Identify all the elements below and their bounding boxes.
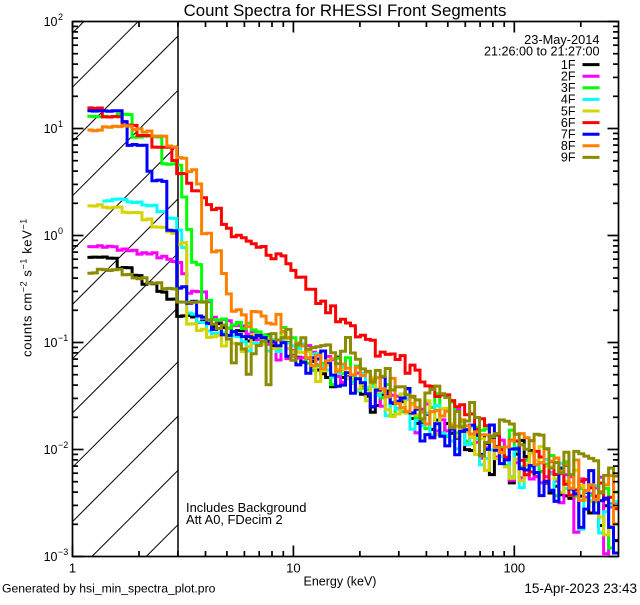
- svg-text:2F: 2F: [561, 70, 576, 84]
- svg-text:Att A0, FDecim 2: Att A0, FDecim 2: [186, 512, 283, 527]
- svg-text:Generated by hsi_min_spectra_p: Generated by hsi_min_spectra_plot.pro: [2, 582, 216, 596]
- svg-text:Count Spectra for RHESSI Front: Count Spectra for RHESSI Front Segments: [184, 1, 507, 20]
- svg-text:0: 0: [58, 226, 63, 236]
- svg-text:9F: 9F: [561, 151, 576, 165]
- svg-text:10: 10: [44, 122, 58, 136]
- svg-text:21:26:00 to 21:27:00: 21:26:00 to 21:27:00: [484, 45, 600, 59]
- svg-text:10: 10: [44, 15, 58, 29]
- svg-text:15-Apr-2023 23:43: 15-Apr-2023 23:43: [524, 581, 637, 596]
- svg-text:6F: 6F: [561, 116, 576, 130]
- svg-text:Energy (keV): Energy (keV): [304, 575, 377, 589]
- svg-text:1: 1: [58, 119, 63, 129]
- svg-text:counts cm−2 s−1 keV−1: counts cm−2 s−1 keV−1: [19, 218, 35, 357]
- svg-text:10: 10: [44, 443, 58, 457]
- svg-text:−3: −3: [58, 547, 68, 557]
- svg-text:100: 100: [503, 561, 525, 576]
- svg-text:1: 1: [69, 561, 76, 576]
- svg-text:4F: 4F: [561, 93, 576, 107]
- svg-text:−2: −2: [58, 440, 68, 450]
- svg-text:10: 10: [286, 561, 300, 576]
- svg-text:23-May-2014: 23-May-2014: [524, 32, 599, 47]
- svg-text:5F: 5F: [561, 104, 576, 118]
- svg-text:1F: 1F: [561, 58, 576, 72]
- svg-text:Includes Background: Includes Background: [186, 500, 306, 515]
- svg-text:3F: 3F: [561, 81, 576, 95]
- svg-text:10: 10: [44, 550, 58, 564]
- svg-text:8F: 8F: [561, 139, 576, 153]
- svg-text:−1: −1: [58, 333, 68, 343]
- svg-text:10: 10: [44, 336, 58, 350]
- svg-text:7F: 7F: [561, 128, 576, 142]
- svg-text:2: 2: [58, 12, 63, 22]
- svg-text:10: 10: [44, 229, 58, 243]
